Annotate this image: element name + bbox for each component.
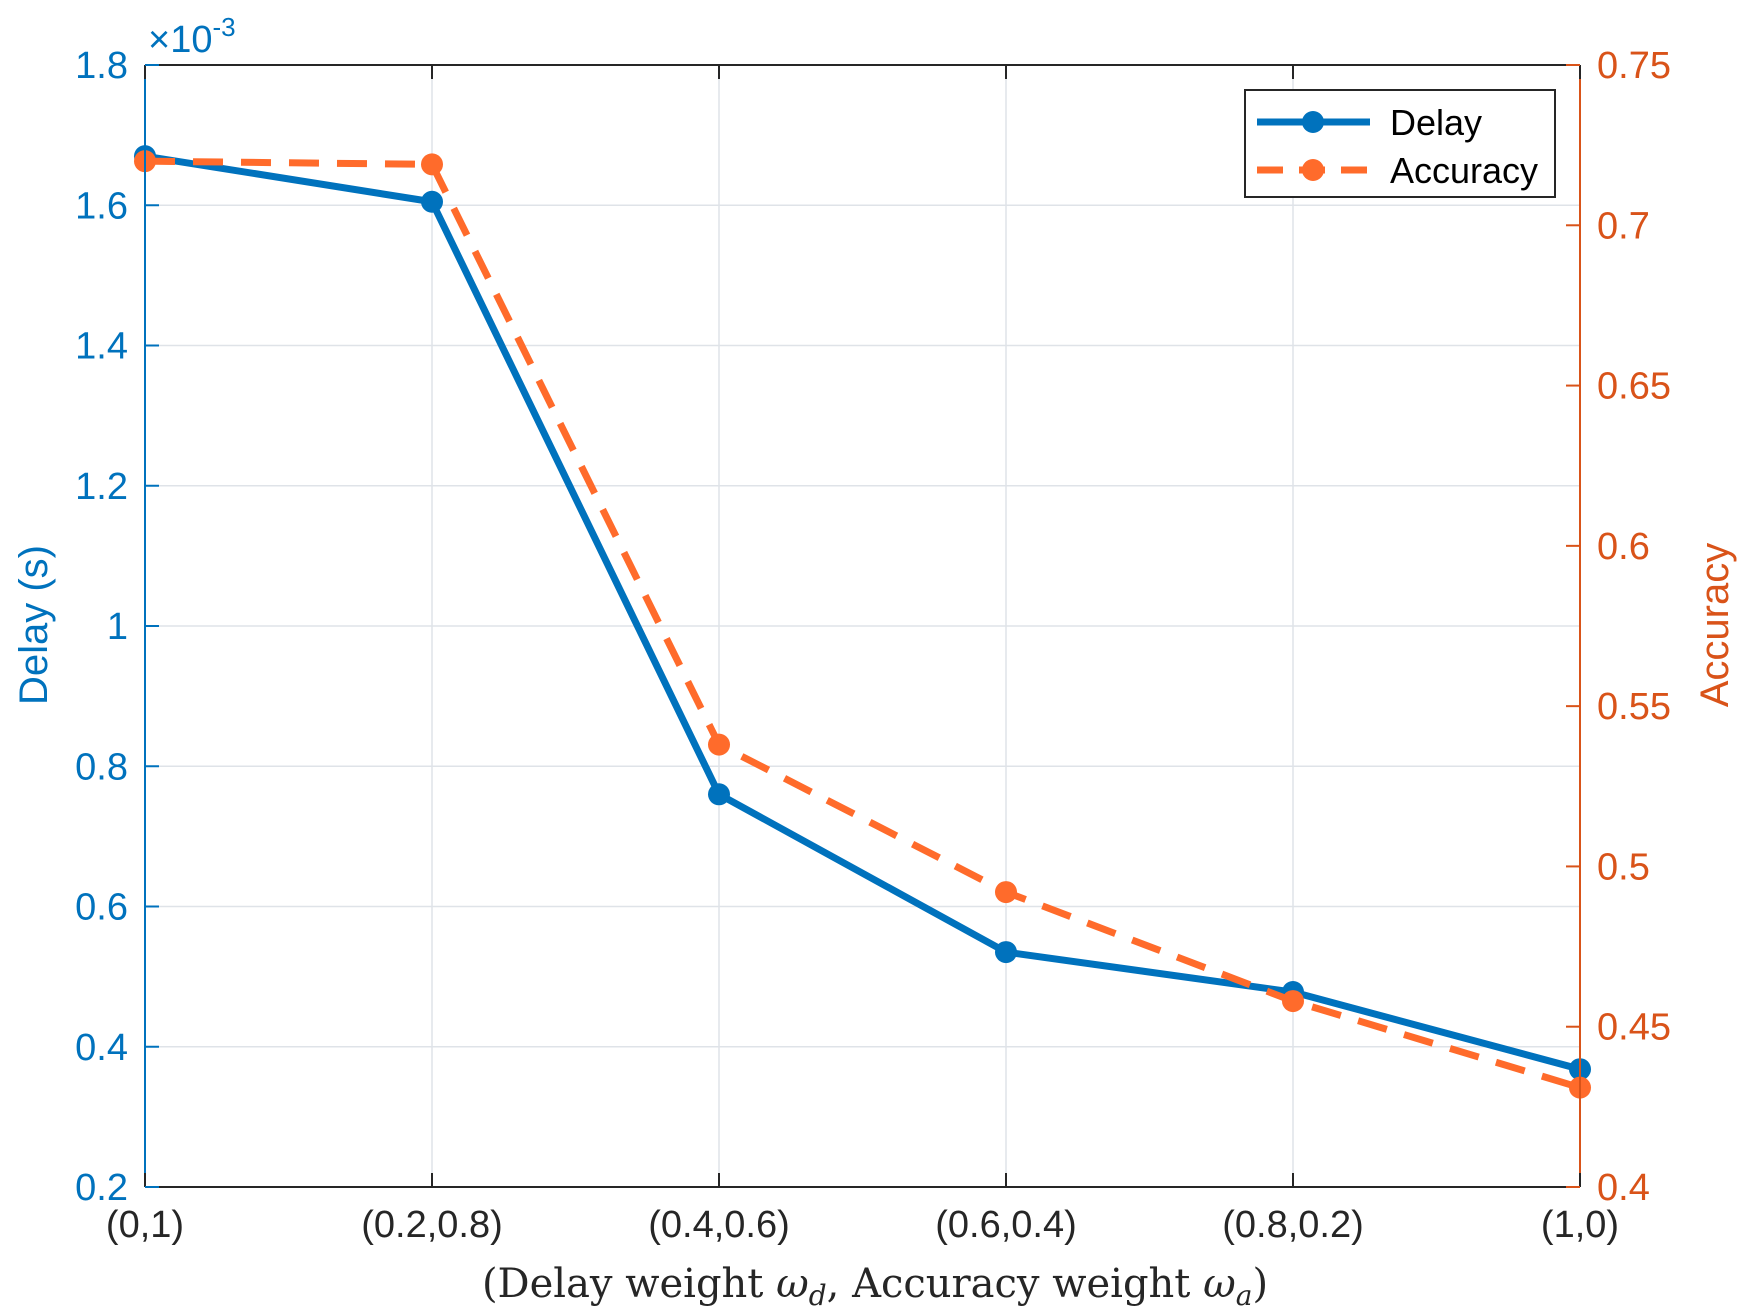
grid-lines: [144, 64, 1581, 1188]
data-point-accuracy: [1282, 990, 1304, 1013]
y-left-tick-label: 1: [107, 606, 128, 648]
legend: Delay Accuracy: [1244, 89, 1556, 198]
x-tick-label: (0.8,0.2): [1222, 1204, 1364, 1246]
y-right-tick-label: 0.55: [1597, 686, 1671, 728]
legend-label-accuracy: Accuracy: [1390, 150, 1538, 191]
data-point-accuracy: [995, 881, 1017, 904]
y-left-tick-label: 0.2: [75, 1167, 128, 1209]
omega-d: ω: [776, 1261, 809, 1307]
omega-a: ω: [1203, 1261, 1236, 1307]
x-label-close: ): [1252, 1261, 1268, 1307]
y-right-tick-label: 0.4: [1597, 1167, 1650, 1209]
legend-box: [1244, 89, 1556, 198]
y-left-axis-label: Delay (s): [12, 545, 56, 705]
y-left-tick-label: 0.6: [75, 887, 128, 929]
y-right-axis-label: Accuracy: [1693, 543, 1737, 708]
exponent-power: -3: [212, 12, 235, 42]
legend-label-delay: Delay: [1390, 102, 1482, 143]
y-right-tick-label: 0.5: [1597, 846, 1650, 888]
x-tick-label: (1,0): [1541, 1204, 1619, 1246]
x-tick-label: (0,1): [106, 1204, 184, 1246]
y-right-tick-label: 0.7: [1597, 205, 1650, 247]
series-line-delay: [144, 152, 1581, 1073]
y-right-tick-label: 0.45: [1597, 1007, 1671, 1049]
y-left-tick-label: 0.8: [75, 746, 128, 788]
y-left-tick-label: 1.2: [75, 466, 128, 508]
legend-marker-accuracy: [1302, 159, 1324, 181]
series-line-accuracy: [144, 157, 1582, 1091]
y-right-tick-label: 0.75: [1597, 45, 1671, 87]
subscript-a: a: [1236, 1279, 1253, 1312]
data-point-accuracy: [708, 733, 730, 756]
y-left-exponent: ×10-3: [148, 12, 236, 61]
exponent-base: ×10: [148, 19, 212, 61]
x-tick-label: (0.2,0.8): [361, 1204, 503, 1246]
series-layer: [134, 145, 1591, 1099]
legend-marker-delay: [1302, 111, 1324, 133]
y-left-tick-label: 1.4: [75, 326, 128, 368]
data-point-delay: [421, 190, 443, 213]
y-left-tick-label: 1.6: [75, 185, 128, 227]
y-left-tick-label: 1.8: [75, 45, 128, 87]
x-tick-label: (0.4,0.6): [648, 1204, 790, 1246]
data-point-delay: [995, 941, 1017, 964]
y-right-tick-label: 0.6: [1597, 526, 1650, 568]
x-label-mid: , Accuracy weight: [827, 1261, 1203, 1307]
y-left-tick-label: 0.4: [75, 1027, 128, 1069]
data-point-delay: [708, 783, 730, 806]
y-right-tick-label: 0.65: [1597, 366, 1671, 408]
subscript-d: d: [809, 1279, 827, 1312]
axes-layer: (0,1) (0.2,0.8) (0.4,0.6) (0.6,0.4) (0.8,0.2…: [75, 45, 1671, 1246]
x-label-open: (Delay weight: [482, 1261, 776, 1307]
data-point-accuracy: [421, 153, 443, 176]
x-tick-label: (0.6,0.4): [935, 1204, 1077, 1246]
x-axis-label: (Delay weight ωd, Accuracy weight ωa): [482, 1261, 1268, 1312]
labels-layer: Delay (s) Accuracy ×10-3 (Delay weight ω…: [12, 12, 1737, 1312]
